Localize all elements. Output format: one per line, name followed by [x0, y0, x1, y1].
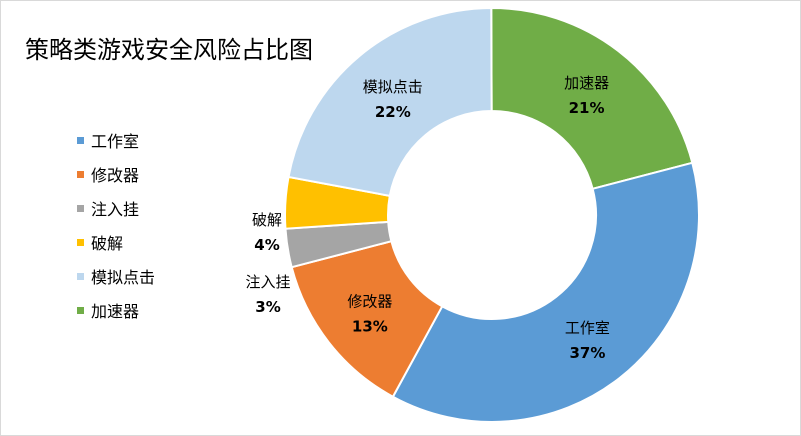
legend-item-studio[interactable]: 工作室 — [77, 123, 155, 157]
slice-value-studio: 37% — [569, 344, 605, 362]
legend-item-injection[interactable]: 注入挂 — [77, 191, 155, 225]
legend-item-accelerator[interactable]: 加速器 — [77, 293, 155, 327]
legend-swatch — [77, 238, 84, 246]
slice-value-accelerator: 21% — [569, 99, 605, 117]
slice-modifier[interactable] — [290, 239, 444, 399]
slice-label-accelerator: 加速器 — [564, 74, 609, 92]
legend-item-autoclick[interactable]: 模拟点击 — [77, 259, 155, 293]
legend-swatch — [77, 306, 84, 314]
chart-title: 策略类游戏安全风险占比图 — [25, 36, 313, 64]
slice-value-crack: 4% — [254, 236, 279, 254]
legend-swatch — [77, 272, 84, 280]
legend-swatch — [77, 204, 84, 212]
slice-value-modifier: 13% — [352, 317, 388, 335]
legend-swatch — [77, 136, 84, 144]
slice-value-injection: 3% — [255, 298, 280, 316]
legend-label: 模拟点击 — [91, 268, 156, 287]
slice-label-studio: 工作室 — [565, 319, 610, 337]
slice-label-injection: 注入挂 — [245, 273, 290, 291]
legend: 工作室 修改器 注入挂 破解 模拟点击 加速器 — [77, 123, 155, 327]
legend-label: 注入挂 — [91, 200, 140, 219]
slice-label-crack: 破解 — [252, 211, 282, 229]
legend-label: 工作室 — [91, 132, 140, 151]
slice-label-modifier: 修改器 — [347, 292, 392, 310]
legend-item-crack[interactable]: 破解 — [77, 225, 155, 259]
legend-label: 加速器 — [91, 302, 140, 321]
legend-swatch — [77, 170, 84, 178]
slice-accelerator[interactable] — [490, 7, 694, 191]
slice-studio[interactable] — [391, 161, 700, 423]
legend-label: 破解 — [91, 234, 124, 253]
slice-autoclick[interactable] — [287, 6, 493, 198]
slice-label-autoclick: 模拟点击 — [363, 78, 423, 96]
legend-label: 修改器 — [91, 166, 140, 185]
slice-value-autoclick: 22% — [375, 103, 411, 121]
legend-item-modifier[interactable]: 修改器 — [77, 157, 155, 191]
